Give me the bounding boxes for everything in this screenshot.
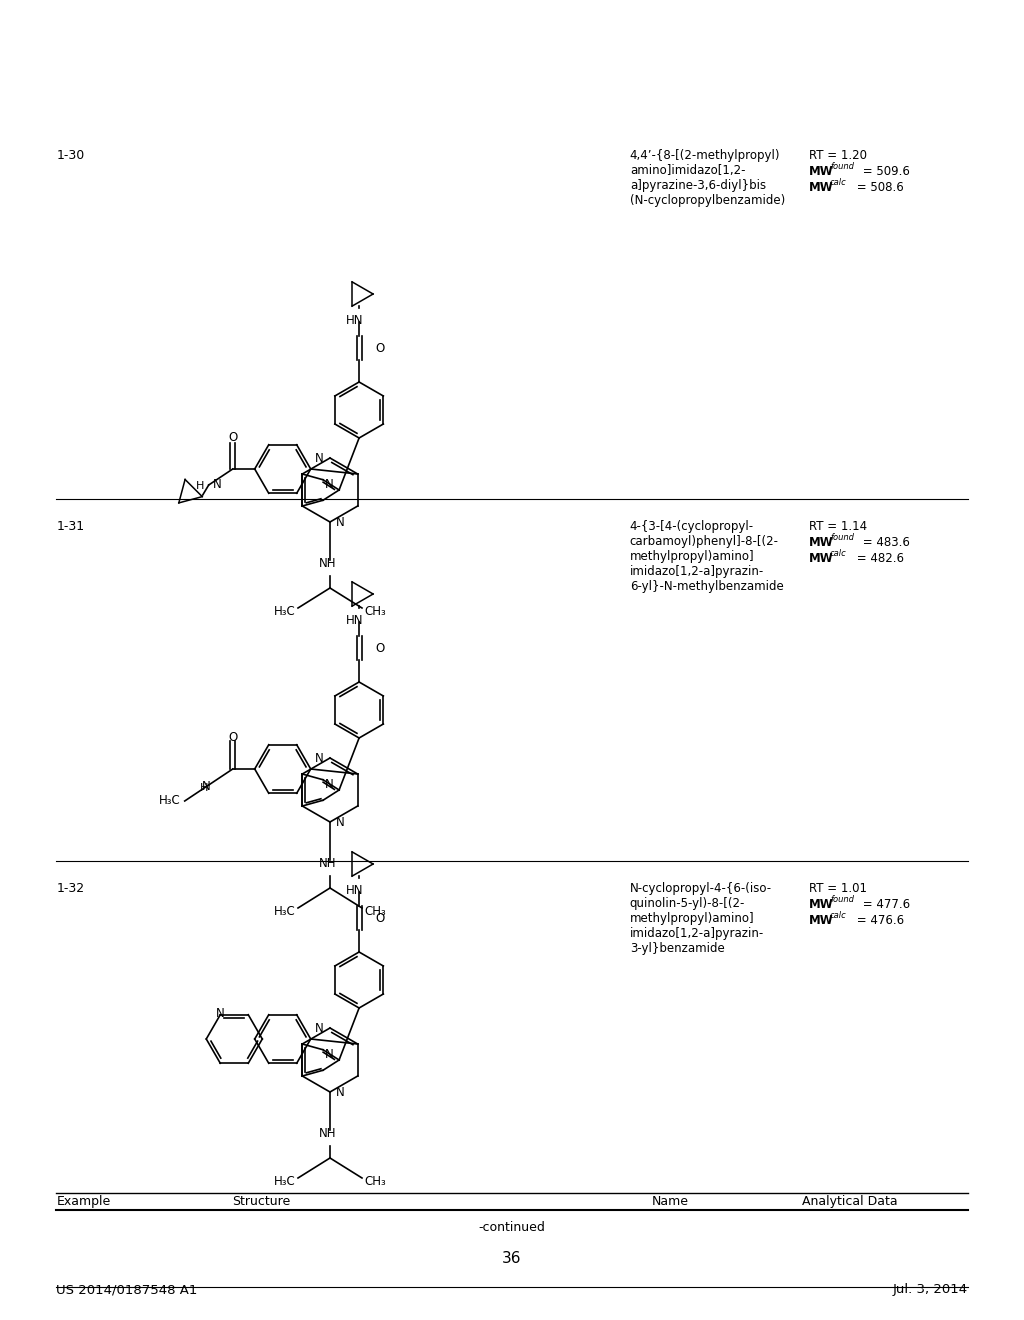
Text: Structure: Structure: [232, 1195, 290, 1208]
Text: = 476.6: = 476.6: [853, 913, 904, 927]
Text: HN: HN: [346, 314, 364, 327]
Text: MW: MW: [809, 536, 834, 549]
Text: methylpropyl)amino]: methylpropyl)amino]: [630, 550, 755, 564]
Text: methylpropyl)amino]: methylpropyl)amino]: [630, 912, 755, 925]
Text: NH: NH: [319, 557, 337, 570]
Text: = 477.6: = 477.6: [859, 898, 910, 911]
Text: N: N: [315, 1022, 324, 1035]
Text: H: H: [197, 480, 205, 491]
Text: amino]imidazo[1,2-: amino]imidazo[1,2-: [630, 164, 745, 177]
Text: 4-{3-[4-(cyclopropyl-: 4-{3-[4-(cyclopropyl-: [630, 520, 754, 533]
Text: H₃C: H₃C: [159, 795, 180, 807]
Text: 1-32: 1-32: [56, 882, 84, 895]
Text: H₃C: H₃C: [274, 906, 296, 917]
Text: 4,4’-{8-[(2-methylpropyl): 4,4’-{8-[(2-methylpropyl): [630, 149, 780, 162]
Text: 6-yl}-N-methylbenzamide: 6-yl}-N-methylbenzamide: [630, 581, 783, 593]
Text: CH₃: CH₃: [364, 605, 386, 618]
Text: O: O: [375, 342, 384, 355]
Text: found: found: [830, 895, 854, 904]
Text: Analytical Data: Analytical Data: [802, 1195, 898, 1208]
Text: N: N: [336, 516, 345, 528]
Text: N: N: [202, 780, 211, 793]
Text: calc: calc: [830, 178, 847, 187]
Text: Example: Example: [56, 1195, 111, 1208]
Text: N: N: [336, 1085, 345, 1098]
Text: 1-31: 1-31: [56, 520, 84, 533]
Text: H: H: [201, 783, 209, 793]
Text: NH: NH: [319, 857, 337, 870]
Text: MW: MW: [809, 552, 834, 565]
Text: N: N: [325, 478, 334, 491]
Text: calc: calc: [830, 911, 847, 920]
Text: Name: Name: [652, 1195, 689, 1208]
Text: N: N: [216, 1007, 224, 1020]
Text: CH₃: CH₃: [364, 1175, 386, 1188]
Text: = 483.6: = 483.6: [859, 536, 910, 549]
Text: O: O: [228, 432, 238, 444]
Text: N: N: [315, 751, 324, 764]
Text: imidazo[1,2-a]pyrazin-: imidazo[1,2-a]pyrazin-: [630, 565, 764, 578]
Text: (N-cyclopropylbenzamide): (N-cyclopropylbenzamide): [630, 194, 785, 207]
Text: -continued: -continued: [478, 1221, 546, 1234]
Text: a]pyrazine-3,6-diyl}bis: a]pyrazine-3,6-diyl}bis: [630, 180, 766, 193]
Text: HN: HN: [346, 614, 364, 627]
Text: calc: calc: [830, 549, 847, 558]
Text: O: O: [375, 642, 384, 655]
Text: RT = 1.14: RT = 1.14: [809, 520, 867, 533]
Text: 36: 36: [502, 1251, 522, 1266]
Text: found: found: [830, 533, 854, 543]
Text: found: found: [830, 162, 854, 172]
Text: CH₃: CH₃: [364, 906, 386, 917]
Text: N: N: [325, 777, 334, 791]
Text: H₃C: H₃C: [274, 605, 296, 618]
Text: RT = 1.20: RT = 1.20: [809, 149, 867, 162]
Text: O: O: [375, 912, 384, 924]
Text: MW: MW: [809, 181, 834, 194]
Text: Jul. 3, 2014: Jul. 3, 2014: [893, 1283, 968, 1296]
Text: NH: NH: [319, 1127, 337, 1140]
Text: 3-yl}benzamide: 3-yl}benzamide: [630, 942, 725, 954]
Text: N: N: [336, 816, 345, 829]
Text: H₃C: H₃C: [274, 1175, 296, 1188]
Text: N: N: [213, 478, 221, 491]
Text: N-cyclopropyl-4-{6-(iso-: N-cyclopropyl-4-{6-(iso-: [630, 882, 772, 895]
Text: US 2014/0187548 A1: US 2014/0187548 A1: [56, 1283, 198, 1296]
Text: = 482.6: = 482.6: [853, 552, 904, 565]
Text: MW: MW: [809, 913, 834, 927]
Text: carbamoyl)phenyl]-8-[(2-: carbamoyl)phenyl]-8-[(2-: [630, 535, 779, 548]
Text: 1-30: 1-30: [56, 149, 85, 162]
Text: quinolin-5-yl)-8-[(2-: quinolin-5-yl)-8-[(2-: [630, 896, 745, 909]
Text: imidazo[1,2-a]pyrazin-: imidazo[1,2-a]pyrazin-: [630, 927, 764, 940]
Text: N: N: [325, 1048, 334, 1061]
Text: HN: HN: [346, 884, 364, 898]
Text: N: N: [315, 451, 324, 465]
Text: MW: MW: [809, 165, 834, 178]
Text: = 508.6: = 508.6: [853, 181, 904, 194]
Text: = 509.6: = 509.6: [859, 165, 910, 178]
Text: MW: MW: [809, 898, 834, 911]
Text: O: O: [228, 731, 238, 744]
Text: RT = 1.01: RT = 1.01: [809, 882, 867, 895]
